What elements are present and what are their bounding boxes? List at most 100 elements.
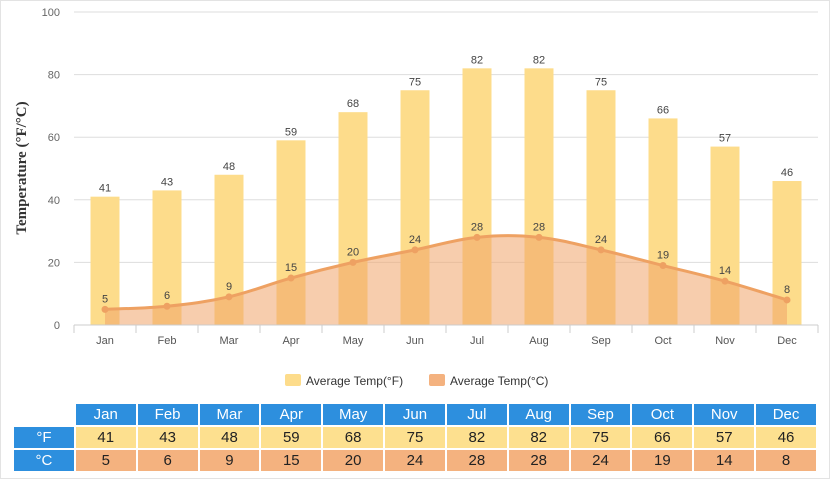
bar-fahrenheit-feb [152, 190, 182, 325]
celsius-area [101, 233, 791, 325]
point-celsius-jan [101, 305, 109, 313]
point-celsius-aug [535, 233, 543, 241]
data-label-fahrenheit-aug: 82 [533, 54, 545, 66]
table-cell-fahrenheit-dec: 46 [754, 425, 818, 450]
grid-lines [74, 11, 818, 263]
table-row-celsius: °C 5 6 9 15 20 24 28 28 24 19 14 8 [12, 448, 818, 473]
point-celsius-jul [473, 233, 481, 241]
data-label-fahrenheit-may: 68 [347, 98, 359, 110]
table-header-feb: Feb [135, 402, 200, 427]
point-celsius-sep [597, 246, 605, 254]
x-tick-label-may: May [343, 335, 364, 347]
table-corner [12, 402, 76, 427]
point-celsius-jun [411, 246, 419, 254]
table-cell-celsius-jan: 5 [73, 448, 138, 473]
x-tick-label-mar: Mar [220, 335, 239, 347]
data-label-celsius-apr: 15 [285, 262, 297, 274]
table-cell-celsius-nov: 14 [692, 448, 757, 473]
table-header-mar: Mar [197, 402, 262, 427]
table-cell-fahrenheit-aug: 82 [506, 425, 571, 450]
table-header-jul: Jul [444, 402, 509, 427]
data-label-celsius-aug: 28 [533, 221, 545, 233]
table-cell-fahrenheit-may: 68 [321, 425, 386, 450]
bar-fahrenheit-jan [90, 196, 120, 325]
table-row-fahrenheit: °F 41 43 48 59 68 75 82 82 75 66 57 46 [12, 425, 818, 450]
table-cell-celsius-oct: 19 [630, 448, 695, 473]
point-celsius-dec [783, 296, 791, 304]
data-label-celsius-feb: 6 [164, 290, 170, 302]
x-axis: Jan Feb Mar Apr May Jun Jul Aug Sep Oct Nov Dec [73, 324, 819, 347]
data-labels: 41 43 48 59 68 75 82 82 75 66 57 46 5 6 9 15 20 24 28 28 24 1… [99, 54, 793, 305]
data-label-fahrenheit-oct: 66 [657, 104, 669, 116]
y-tick-label-80: 80 [48, 70, 60, 82]
data-label-fahrenheit-dec: 46 [781, 167, 793, 179]
y-tick-label-60: 60 [48, 132, 60, 144]
table-cell-celsius-jun: 24 [383, 448, 447, 473]
table-header-apr: Apr [259, 402, 324, 427]
table-header-jun: Jun [383, 402, 447, 427]
temperature-table: Jan Feb Mar Apr May Jun Jul Aug Sep Oct Nov Dec °F … [12, 402, 818, 473]
y-tick-label-20: 20 [48, 257, 60, 269]
data-label-celsius-jan: 5 [102, 293, 108, 305]
data-label-celsius-nov: 14 [719, 265, 731, 277]
data-label-fahrenheit-apr: 59 [285, 126, 297, 138]
table-cell-celsius-may: 20 [321, 448, 386, 473]
legend-item-fahrenheit[interactable]: Average Temp(°F) [285, 374, 403, 388]
legend-label-celsius: Average Temp(°C) [450, 374, 548, 388]
x-tick-label-nov: Nov [715, 335, 735, 347]
point-celsius-apr [287, 274, 295, 282]
legend-swatch-celsius [429, 374, 445, 386]
table-cell-celsius-feb: 6 [135, 448, 200, 473]
table-header-sep: Sep [568, 402, 633, 427]
table-cell-celsius-jul: 28 [444, 448, 509, 473]
table-cell-celsius-mar: 9 [197, 448, 262, 473]
table-cell-fahrenheit-apr: 59 [259, 425, 324, 450]
table-header-aug: Aug [506, 402, 571, 427]
legend[interactable]: Average Temp(°F) Average Temp(°C) [285, 374, 548, 388]
table-cell-fahrenheit-jan: 41 [73, 425, 138, 450]
y-tick-label-100: 100 [42, 7, 60, 19]
data-label-celsius-oct: 19 [657, 250, 669, 262]
table-header-oct: Oct [630, 402, 695, 427]
table-cell-celsius-dec: 8 [754, 448, 818, 473]
point-celsius-feb [163, 302, 171, 310]
data-label-celsius-sep: 24 [595, 234, 607, 246]
data-label-fahrenheit-mar: 48 [223, 161, 235, 173]
y-axis-label: Temperature (°F/°C) [14, 101, 30, 234]
table-header-dec: Dec [754, 402, 818, 427]
table-cell-fahrenheit-oct: 66 [630, 425, 695, 450]
data-label-fahrenheit-sep: 75 [595, 76, 607, 88]
data-label-celsius-jul: 28 [471, 221, 483, 233]
table-header-row: Jan Feb Mar Apr May Jun Jul Aug Sep Oct Nov Dec [12, 402, 818, 427]
table-header-may: May [321, 402, 386, 427]
y-tick-label-0: 0 [54, 320, 60, 332]
point-celsius-mar [225, 293, 233, 301]
x-tick-label-aug: Aug [529, 335, 549, 347]
table-cell-fahrenheit-mar: 48 [197, 425, 262, 450]
data-label-celsius-dec: 8 [784, 284, 790, 296]
table-header-nov: Nov [692, 402, 757, 427]
point-celsius-nov [721, 277, 729, 285]
row-label-fahrenheit: °F [12, 425, 76, 450]
legend-item-celsius[interactable]: Average Temp(°C) [429, 374, 548, 388]
legend-swatch-fahrenheit [285, 374, 301, 386]
table-cell-fahrenheit-nov: 57 [692, 425, 757, 450]
table-cell-celsius-sep: 24 [568, 448, 633, 473]
data-label-fahrenheit-nov: 57 [719, 133, 731, 145]
row-label-celsius: °C [12, 448, 76, 473]
y-tick-label-40: 40 [48, 195, 60, 207]
table-cell-celsius-aug: 28 [506, 448, 571, 473]
data-label-celsius-mar: 9 [226, 281, 232, 293]
table-cell-fahrenheit-feb: 43 [135, 425, 200, 450]
temperature-chart: 0 20 40 60 80 100 Temperature (°F/°C) 41 43 48 5… [14, 7, 819, 388]
x-tick-label-jan: Jan [96, 335, 114, 347]
table-header-jan: Jan [73, 402, 138, 427]
point-celsius-may [349, 258, 357, 266]
y-axis-ticks: 0 20 40 60 80 100 [42, 7, 60, 332]
data-label-celsius-may: 20 [347, 246, 359, 258]
table-cell-fahrenheit-jun: 75 [383, 425, 447, 450]
area-celsius-fill [105, 235, 787, 325]
data-label-fahrenheit-feb: 43 [161, 176, 173, 188]
x-tick-label-dec: Dec [777, 335, 797, 347]
x-tick-label-apr: Apr [282, 335, 299, 347]
